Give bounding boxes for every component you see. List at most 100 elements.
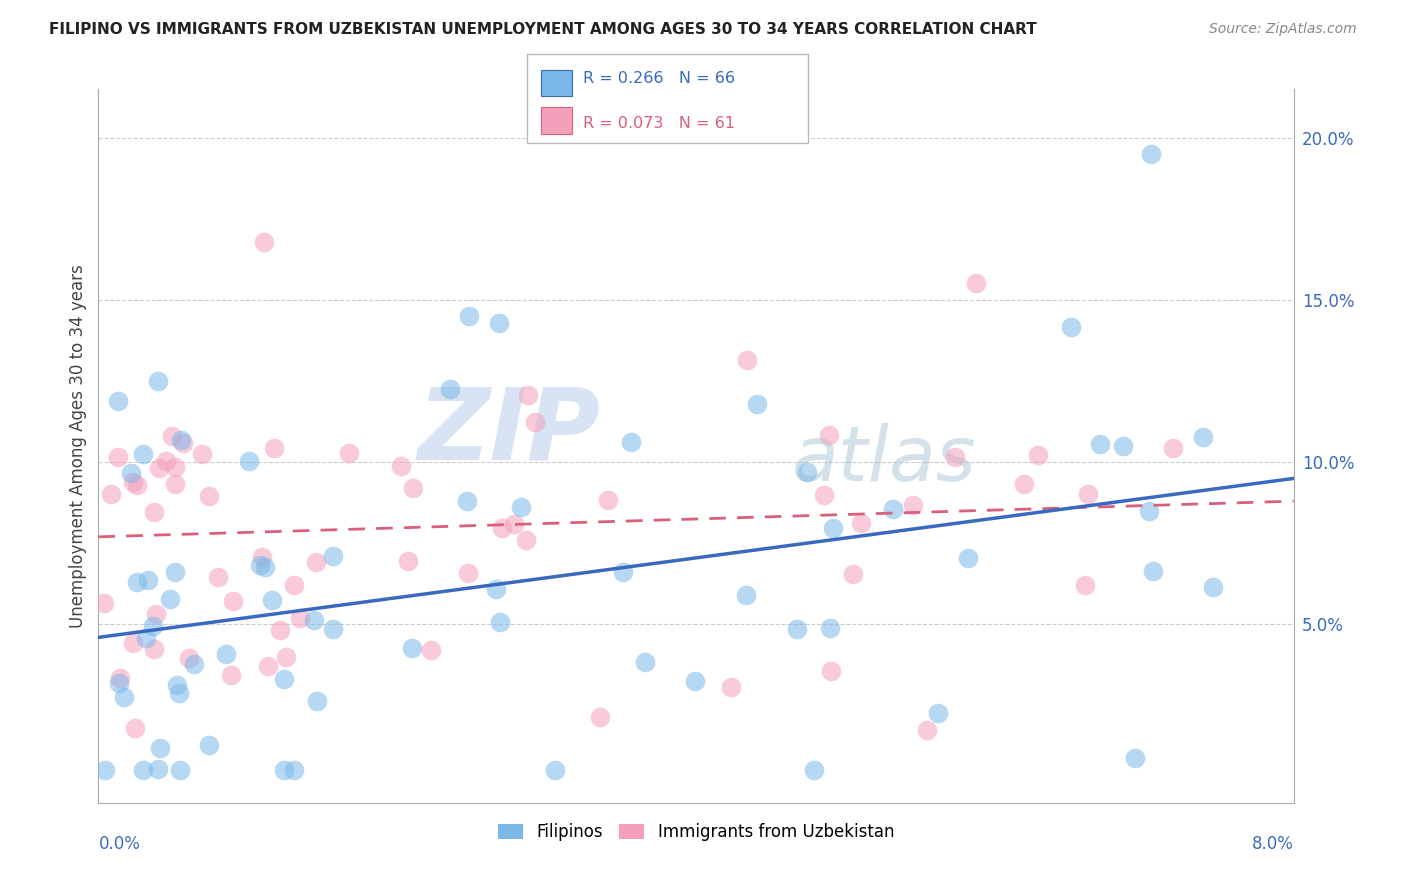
Immigrants from Uzbekistan — [1012, 476, 1035, 491]
Immigrants from Uzbekistan — [191, 447, 214, 461]
Filipinos — [747, 397, 769, 411]
Filipinos — [509, 500, 531, 515]
Filipinos — [159, 591, 181, 606]
Immigrants from Uzbekistan — [457, 566, 479, 580]
Text: R = 0.073   N = 61: R = 0.073 N = 61 — [583, 116, 735, 130]
Immigrants from Uzbekistan — [222, 594, 245, 608]
Immigrants from Uzbekistan — [253, 235, 276, 249]
Y-axis label: Unemployment Among Ages 30 to 34 years: Unemployment Among Ages 30 to 34 years — [69, 264, 87, 628]
Filipinos — [488, 316, 510, 330]
Immigrants from Uzbekistan — [401, 482, 423, 496]
Immigrants from Uzbekistan — [813, 488, 835, 502]
Immigrants from Uzbekistan — [503, 517, 526, 532]
Filipinos — [882, 502, 904, 516]
Filipinos — [302, 614, 325, 628]
Immigrants from Uzbekistan — [1073, 577, 1095, 591]
Filipinos — [1088, 436, 1111, 450]
Immigrants from Uzbekistan — [207, 569, 229, 583]
Immigrants from Uzbekistan — [124, 722, 146, 736]
Immigrants from Uzbekistan — [735, 352, 758, 367]
Filipinos — [169, 764, 191, 778]
Filipinos — [148, 374, 170, 388]
Immigrants from Uzbekistan — [943, 450, 966, 464]
Filipinos — [1142, 564, 1164, 578]
Immigrants from Uzbekistan — [1026, 449, 1049, 463]
Filipinos — [307, 694, 329, 708]
Filipinos — [183, 657, 205, 672]
Filipinos — [273, 672, 295, 686]
Immigrants from Uzbekistan — [127, 477, 149, 491]
Immigrants from Uzbekistan — [820, 664, 842, 678]
Immigrants from Uzbekistan — [148, 460, 170, 475]
Filipinos — [735, 588, 758, 602]
Filipinos — [94, 764, 117, 778]
Filipinos — [112, 690, 135, 704]
Immigrants from Uzbekistan — [720, 680, 742, 694]
Filipinos — [283, 764, 305, 778]
Immigrants from Uzbekistan — [524, 415, 547, 429]
Immigrants from Uzbekistan — [143, 505, 166, 519]
Immigrants from Uzbekistan — [160, 429, 183, 443]
Filipinos — [149, 740, 172, 755]
Immigrants from Uzbekistan — [257, 658, 280, 673]
Immigrants from Uzbekistan — [842, 566, 865, 581]
Filipinos — [439, 382, 461, 396]
Immigrants from Uzbekistan — [1077, 486, 1099, 500]
Filipinos — [131, 764, 153, 778]
Text: 0.0%: 0.0% — [98, 835, 141, 853]
Filipinos — [786, 622, 808, 636]
Filipinos — [169, 686, 191, 700]
Immigrants from Uzbekistan — [915, 723, 938, 738]
Filipinos — [238, 454, 260, 468]
Filipinos — [165, 565, 187, 579]
Filipinos — [132, 447, 155, 461]
Immigrants from Uzbekistan — [179, 650, 201, 665]
Immigrants from Uzbekistan — [589, 710, 612, 724]
Immigrants from Uzbekistan — [396, 554, 419, 568]
Immigrants from Uzbekistan — [419, 643, 441, 657]
Immigrants from Uzbekistan — [1161, 442, 1184, 456]
Filipinos — [823, 521, 845, 535]
Immigrants from Uzbekistan — [283, 577, 305, 591]
Filipinos — [136, 573, 159, 587]
Filipinos — [322, 623, 344, 637]
Filipinos — [197, 739, 219, 753]
Filipinos — [120, 466, 142, 480]
Filipinos — [485, 582, 508, 596]
Immigrants from Uzbekistan — [250, 550, 273, 565]
Immigrants from Uzbekistan — [389, 459, 412, 474]
Immigrants from Uzbekistan — [491, 521, 513, 535]
Legend: Filipinos, Immigrants from Uzbekistan: Filipinos, Immigrants from Uzbekistan — [491, 817, 901, 848]
Filipinos — [634, 655, 657, 669]
Immigrants from Uzbekistan — [276, 649, 298, 664]
Filipinos — [135, 632, 157, 646]
Filipinos — [796, 465, 818, 479]
Immigrants from Uzbekistan — [305, 555, 328, 569]
Filipinos — [1139, 147, 1161, 161]
Text: R = 0.266   N = 66: R = 0.266 N = 66 — [583, 71, 735, 86]
Filipinos — [148, 762, 170, 776]
Filipinos — [1060, 320, 1083, 334]
Filipinos — [215, 647, 238, 661]
Immigrants from Uzbekistan — [121, 636, 143, 650]
Filipinos — [927, 706, 949, 721]
Immigrants from Uzbekistan — [337, 445, 360, 459]
Immigrants from Uzbekistan — [598, 493, 620, 508]
Immigrants from Uzbekistan — [107, 450, 129, 464]
Filipinos — [125, 575, 148, 590]
Filipinos — [1123, 751, 1146, 765]
Filipinos — [456, 494, 478, 508]
Filipinos — [108, 676, 131, 690]
Filipinos — [249, 558, 271, 573]
Filipinos — [544, 764, 567, 778]
Filipinos — [254, 559, 277, 574]
Filipinos — [620, 434, 643, 449]
Immigrants from Uzbekistan — [290, 611, 312, 625]
Immigrants from Uzbekistan — [901, 498, 924, 512]
Filipinos — [166, 678, 188, 692]
Filipinos — [170, 433, 193, 447]
Immigrants from Uzbekistan — [172, 435, 194, 450]
Immigrants from Uzbekistan — [263, 441, 285, 455]
Immigrants from Uzbekistan — [145, 607, 167, 621]
Text: FILIPINO VS IMMIGRANTS FROM UZBEKISTAN UNEMPLOYMENT AMONG AGES 30 TO 34 YEARS CO: FILIPINO VS IMMIGRANTS FROM UZBEKISTAN U… — [49, 22, 1038, 37]
